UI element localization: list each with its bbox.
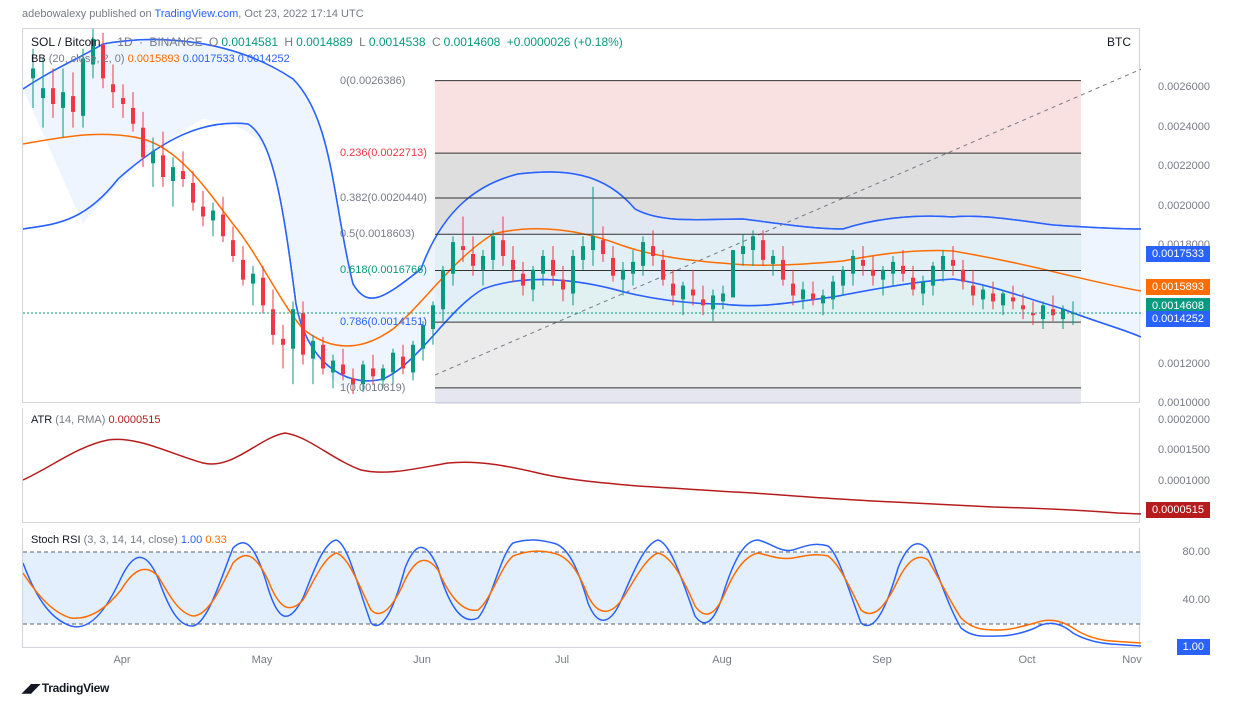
x-tick: Jun	[413, 654, 431, 666]
fib-label: 0(0.0026386)	[340, 75, 405, 87]
site-link[interactable]: TradingView.com	[155, 8, 239, 20]
x-tick: Jul	[555, 654, 569, 666]
logo-icon: ◢◤	[22, 681, 40, 695]
atr-info: ATR (14, RMA) 0.0000515	[31, 414, 160, 426]
publish-date: Oct 23, 2022 17:14 UTC	[244, 8, 363, 20]
price-tag: 0.0017533	[1146, 246, 1210, 262]
atr-chart[interactable]: ATR (14, RMA) 0.0000515	[22, 408, 1140, 523]
y-tick: 0.0001500	[1158, 444, 1210, 456]
timeframe: 1D	[117, 35, 132, 49]
fib-label: 0.382(0.0020440)	[340, 192, 427, 204]
stoch-chart[interactable]: Stoch RSI (3, 3, 14, 14, close) 1.00 0.3…	[22, 528, 1140, 648]
y-axis-stoch[interactable]: 80.0040.001.00	[1140, 528, 1210, 648]
fib-label: 0.786(0.0014151)	[340, 316, 427, 328]
tradingview-logo: ◢◤TradingView	[22, 681, 109, 695]
price-tag: 0.0015893	[1146, 279, 1210, 295]
x-tick: Oct	[1018, 654, 1035, 666]
x-axis[interactable]: Apr May Jun Jul Aug Sep Oct Nov	[22, 652, 1140, 672]
y-axis-main[interactable]: 0.0026000 0.0024000 0.0022000 0.0020000 0.00…	[1140, 28, 1210, 403]
bb-info: BB (20, close, 2, 0) 0.0015893 0.0017533…	[31, 53, 290, 65]
x-tick: Nov	[1122, 654, 1142, 666]
y-tick: 0.0020000	[1158, 200, 1210, 212]
y-tick: 0.0001000	[1158, 475, 1210, 487]
main-chart-svg	[23, 29, 1141, 404]
stoch-info: Stoch RSI (3, 3, 14, 14, close) 1.00 0.3…	[31, 534, 227, 546]
y-tick: 0.0002000	[1158, 414, 1210, 426]
x-tick: Apr	[113, 654, 130, 666]
atr-tag: 0.0000515	[1146, 502, 1210, 518]
y-axis-atr[interactable]: 0.0002000 0.0001500 0.0001000 0.0000515	[1140, 408, 1210, 523]
atr-svg	[23, 408, 1141, 523]
x-tick: Sep	[872, 654, 892, 666]
x-tick: Aug	[712, 654, 732, 666]
x-tick: May	[252, 654, 273, 666]
y-tick: 0.0022000	[1158, 160, 1210, 172]
fib-label: 0.5(0.0018603)	[340, 228, 415, 240]
y-tick: 0.0024000	[1158, 121, 1210, 133]
y-tick: 0.0012000	[1158, 358, 1210, 370]
stoch-tag: 1.00	[1177, 639, 1210, 655]
y-tick: 0.0026000	[1158, 81, 1210, 93]
main-chart[interactable]: SOL / Bitcoin · 1D · BINANCE O0.0014581 …	[22, 28, 1140, 403]
publish-header: adebowalexy published on TradingView.com…	[22, 8, 364, 20]
stoch-svg	[23, 528, 1141, 648]
fib-label: 0.618(0.0016766)	[340, 264, 427, 276]
fib-label: 1(0.0010819)	[340, 382, 405, 394]
change: +0.0000026 (+0.18%)	[507, 35, 623, 49]
exchange: BINANCE	[149, 35, 202, 49]
y-tick: 40.00	[1182, 594, 1210, 606]
author: adebowalexy	[22, 8, 86, 20]
pair-symbol: SOL / Bitcoin	[31, 35, 101, 49]
y-tick: 80.00	[1182, 546, 1210, 558]
pair-info: SOL / Bitcoin · 1D · BINANCE O0.0014581 …	[31, 35, 626, 49]
fib-label: 0.236(0.0022713)	[340, 147, 427, 159]
price-tag: 0.0014252	[1146, 311, 1210, 327]
